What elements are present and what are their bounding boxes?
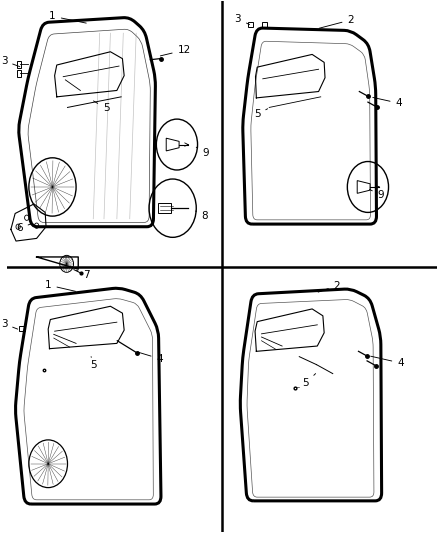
Bar — [17, 70, 21, 77]
Bar — [19, 326, 25, 331]
Text: 5: 5 — [93, 101, 110, 114]
Text: 4: 4 — [373, 98, 402, 108]
Text: 12: 12 — [160, 45, 191, 56]
Text: 8: 8 — [195, 211, 208, 221]
Text: 9: 9 — [370, 189, 384, 200]
Text: 4: 4 — [371, 356, 404, 368]
Text: 3: 3 — [1, 319, 18, 329]
Text: 2: 2 — [318, 280, 340, 292]
Text: 1: 1 — [49, 11, 86, 23]
Text: 7: 7 — [77, 270, 90, 280]
Bar — [17, 61, 21, 68]
Text: 5: 5 — [90, 357, 96, 370]
Text: 2: 2 — [319, 15, 354, 28]
Text: 1: 1 — [45, 280, 75, 292]
Text: 3: 3 — [235, 14, 250, 25]
Text: 6: 6 — [16, 223, 31, 233]
Text: 3: 3 — [1, 56, 20, 67]
Text: 5: 5 — [302, 374, 315, 388]
Text: 4: 4 — [138, 352, 163, 364]
Text: 5: 5 — [254, 109, 268, 119]
Text: 9: 9 — [196, 147, 209, 158]
Bar — [248, 21, 253, 27]
Bar — [262, 21, 267, 27]
